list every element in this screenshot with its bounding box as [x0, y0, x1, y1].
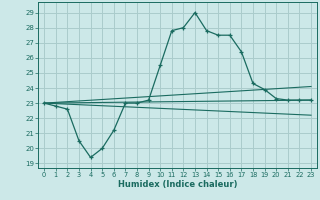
X-axis label: Humidex (Indice chaleur): Humidex (Indice chaleur) — [118, 180, 237, 189]
